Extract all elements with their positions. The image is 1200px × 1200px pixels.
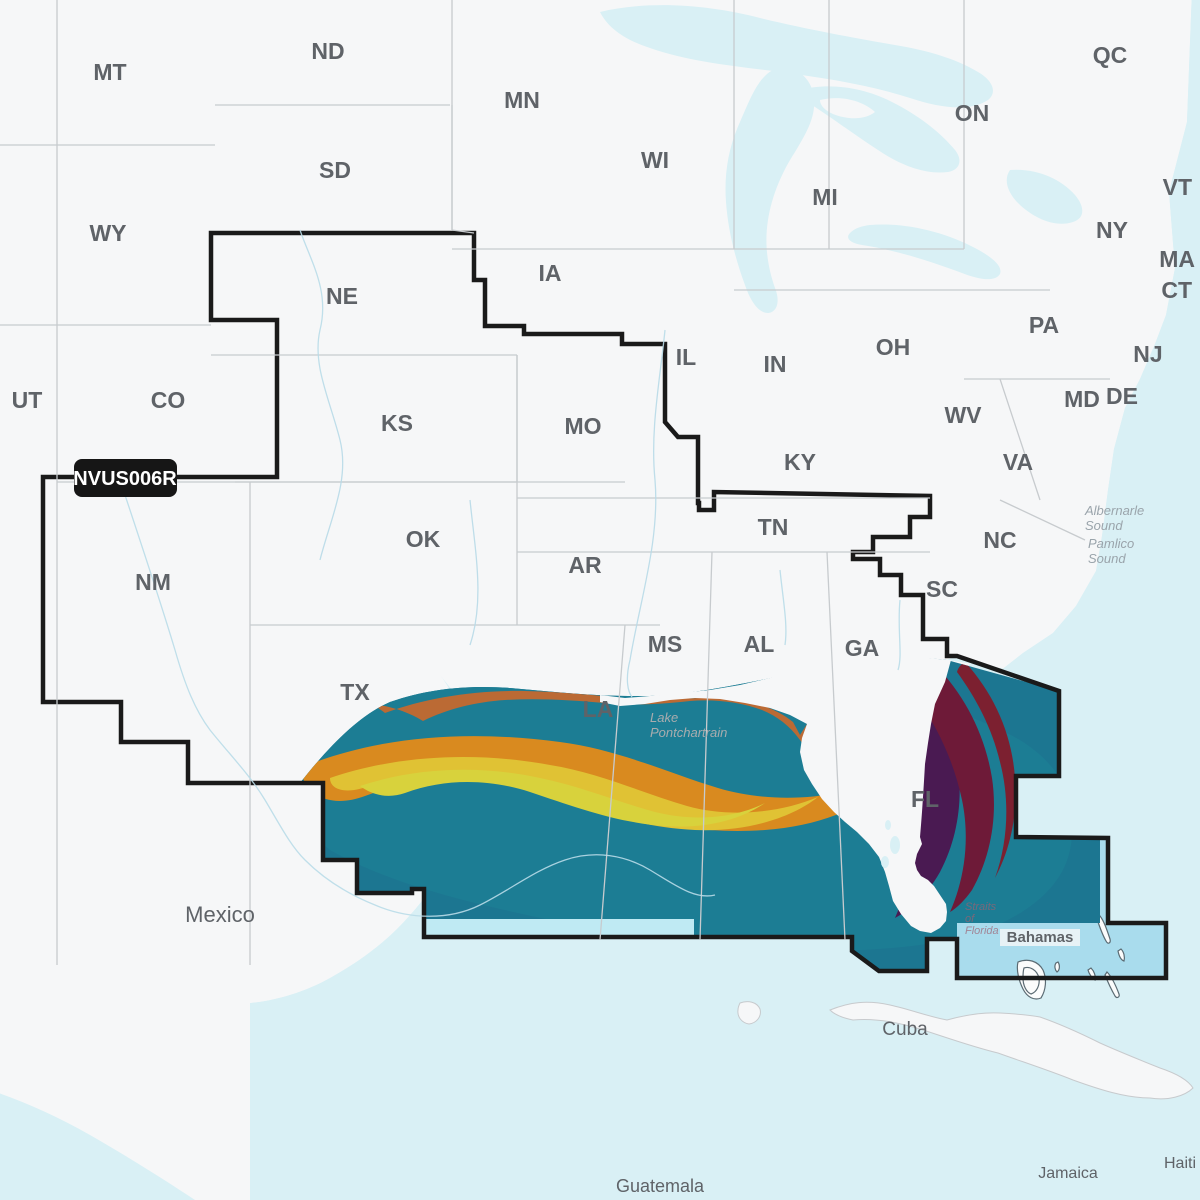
svg-text:IL: IL (676, 344, 696, 370)
svg-text:VT: VT (1163, 174, 1192, 200)
svg-text:Mexico: Mexico (185, 902, 255, 927)
svg-text:KY: KY (784, 449, 816, 475)
svg-text:MS: MS (648, 631, 683, 657)
svg-text:ON: ON (955, 100, 990, 126)
svg-text:QC: QC (1093, 42, 1128, 68)
svg-text:IN: IN (764, 351, 787, 377)
svg-text:Guatemala: Guatemala (616, 1176, 705, 1196)
svg-text:Lake: Lake (650, 710, 678, 725)
svg-text:Sound: Sound (1085, 518, 1123, 533)
svg-text:Pamlico: Pamlico (1088, 536, 1134, 551)
svg-text:AR: AR (568, 552, 602, 578)
svg-text:CO: CO (151, 387, 186, 413)
svg-text:SD: SD (319, 157, 351, 183)
svg-text:WI: WI (641, 147, 669, 173)
svg-text:AL: AL (744, 631, 775, 657)
svg-text:Sound: Sound (1088, 551, 1126, 566)
svg-text:NC: NC (983, 527, 1016, 553)
svg-text:Bahamas: Bahamas (1007, 929, 1074, 946)
svg-text:MI: MI (812, 184, 838, 210)
svg-text:LA: LA (583, 696, 614, 722)
svg-text:Pontchartrain: Pontchartrain (650, 725, 727, 740)
svg-text:DE: DE (1106, 383, 1138, 409)
svg-text:KS: KS (381, 410, 413, 436)
svg-text:ND: ND (311, 38, 344, 64)
svg-text:NE: NE (326, 283, 358, 309)
svg-text:of: of (965, 913, 975, 925)
svg-text:NJ: NJ (1133, 341, 1162, 367)
svg-text:TN: TN (758, 514, 789, 540)
svg-text:VA: VA (1003, 449, 1033, 475)
svg-text:MD: MD (1064, 386, 1100, 412)
svg-text:MO: MO (564, 413, 601, 439)
svg-text:Jamaica: Jamaica (1038, 1165, 1098, 1182)
svg-text:OH: OH (876, 334, 911, 360)
svg-text:Florida: Florida (965, 925, 999, 937)
svg-text:OK: OK (406, 526, 441, 552)
svg-text:PA: PA (1029, 312, 1059, 338)
svg-text:Haiti: Haiti (1164, 1155, 1196, 1172)
svg-text:SC: SC (926, 576, 958, 602)
svg-text:WV: WV (944, 402, 982, 428)
svg-text:GA: GA (845, 635, 880, 661)
svg-text:CT: CT (1161, 277, 1192, 303)
svg-text:Albernarle: Albernarle (1084, 503, 1144, 518)
svg-text:UT: UT (12, 387, 43, 413)
svg-text:NY: NY (1096, 217, 1128, 243)
svg-text:NVUS006R: NVUS006R (73, 468, 177, 490)
svg-text:FL: FL (911, 786, 939, 812)
svg-text:TX: TX (340, 679, 370, 705)
svg-text:MA: MA (1159, 246, 1195, 272)
svg-text:Straits: Straits (965, 901, 997, 913)
svg-text:MT: MT (93, 59, 126, 85)
svg-text:Cuba: Cuba (882, 1019, 928, 1040)
svg-text:MN: MN (504, 87, 540, 113)
svg-text:IA: IA (539, 260, 562, 286)
svg-text:WY: WY (89, 220, 126, 246)
svg-text:NM: NM (135, 569, 171, 595)
